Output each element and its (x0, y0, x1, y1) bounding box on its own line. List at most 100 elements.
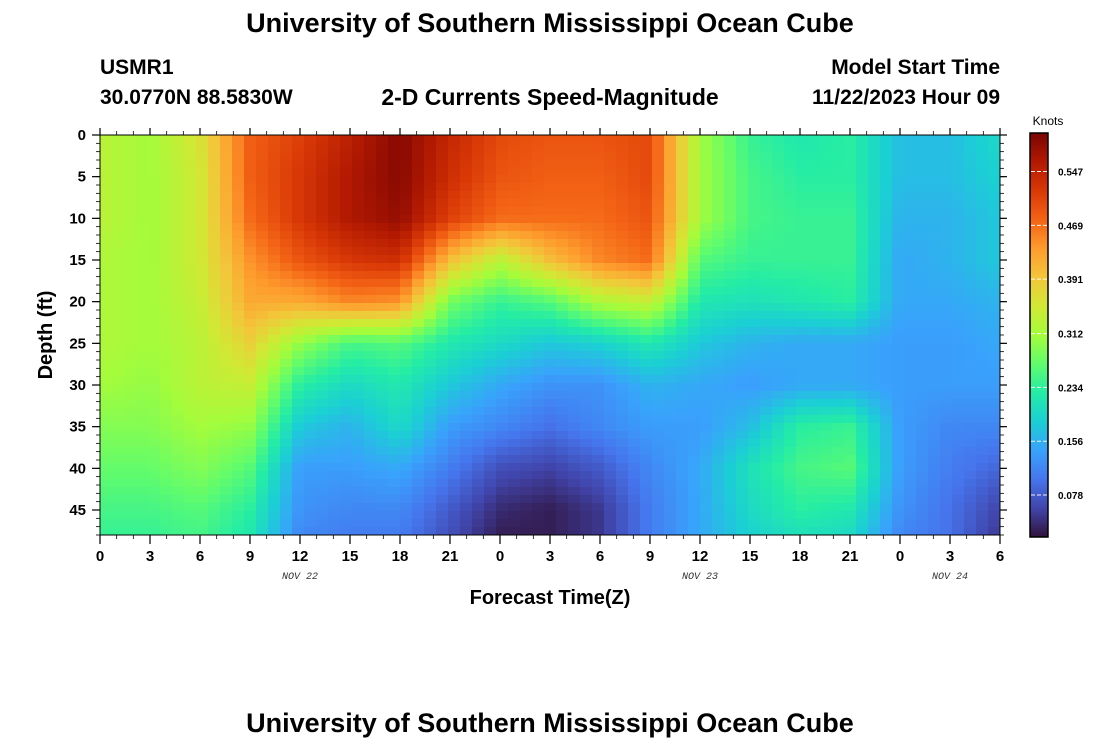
heatmap-cell (268, 471, 281, 480)
heatmap-cell (388, 295, 401, 304)
heatmap-cell (652, 527, 665, 535)
heatmap-cell (640, 231, 653, 240)
heatmap-cell (148, 271, 161, 280)
heatmap-cell (232, 311, 245, 320)
heatmap-cell (988, 223, 1000, 232)
heatmap-cell (256, 343, 269, 352)
heatmap-cell (892, 375, 905, 384)
heatmap-cell (220, 159, 233, 168)
heatmap-cell (700, 407, 713, 416)
heatmap-cell (460, 159, 473, 168)
heatmap-cell (940, 223, 953, 232)
heatmap-cell (952, 271, 965, 280)
heatmap-cell (136, 287, 149, 296)
heatmap-cell (664, 383, 677, 392)
heatmap-cell (472, 303, 485, 312)
heatmap-cell (700, 223, 713, 232)
heatmap-cell (940, 343, 953, 352)
heatmap-cell (592, 503, 605, 512)
heatmap-cell (280, 455, 293, 464)
heatmap-cell (508, 431, 521, 440)
heatmap-cell (112, 159, 125, 168)
heatmap-cell (700, 151, 713, 160)
heatmap-cell (964, 471, 977, 480)
heatmap-cell (232, 199, 245, 208)
heatmap-cell (904, 343, 917, 352)
heatmap-cell (148, 415, 161, 424)
heatmap-cell (532, 519, 545, 528)
heatmap-cell (268, 167, 281, 176)
heatmap-cell (472, 135, 485, 144)
heatmap-cell (172, 135, 185, 144)
heatmap-cell (124, 479, 137, 488)
heatmap-cell (736, 471, 749, 480)
heatmap-cell (364, 511, 377, 520)
heatmap-cell (628, 159, 641, 168)
heatmap-cell (808, 463, 821, 472)
heatmap-cell (844, 431, 857, 440)
heatmap-cell (928, 247, 941, 256)
heatmap-cell (220, 279, 233, 288)
heatmap-cell (184, 407, 197, 416)
heatmap-cell (712, 175, 725, 184)
heatmap-cell (292, 455, 305, 464)
heatmap-cell (388, 263, 401, 272)
heatmap-cell (892, 383, 905, 392)
heatmap-cell (460, 447, 473, 456)
heatmap-cell (628, 487, 641, 496)
heatmap-cell (640, 503, 653, 512)
heatmap-cell (616, 175, 629, 184)
heatmap-cell (976, 407, 989, 416)
heatmap-cell (820, 399, 833, 408)
heatmap-cell (472, 295, 485, 304)
heatmap-cell (616, 223, 629, 232)
heatmap-cell (232, 519, 245, 528)
heatmap-cell (808, 159, 821, 168)
heatmap-cell (568, 487, 581, 496)
heatmap-cell (676, 319, 689, 328)
heatmap-cell (112, 367, 125, 376)
heatmap-cell (208, 311, 221, 320)
heatmap-cell (100, 511, 113, 520)
heatmap-cell (844, 447, 857, 456)
heatmap-cell (628, 247, 641, 256)
heatmap-cell (916, 303, 929, 312)
heatmap-cell (376, 263, 389, 272)
heatmap-cell (556, 271, 569, 280)
heatmap-cell (148, 455, 161, 464)
heatmap-cell (424, 191, 437, 200)
heatmap-cell (496, 503, 509, 512)
heatmap-cell (712, 263, 725, 272)
heatmap-cell (880, 223, 893, 232)
heatmap-cell (844, 375, 857, 384)
heatmap-cell (520, 271, 533, 280)
heatmap-cell (520, 431, 533, 440)
heatmap-cell (124, 159, 137, 168)
heatmap-cell (940, 287, 953, 296)
heatmap-cell (796, 431, 809, 440)
heatmap-cell (640, 327, 653, 336)
heatmap-cell (616, 487, 629, 496)
heatmap-cell (160, 167, 173, 176)
heatmap-cell (424, 255, 437, 264)
heatmap-cell (772, 359, 785, 368)
heatmap-cell (640, 319, 653, 328)
heatmap-cell (604, 175, 617, 184)
heatmap-cell (868, 463, 881, 472)
heatmap-cell (580, 239, 593, 248)
heatmap-cell (964, 431, 977, 440)
heatmap-cell (124, 167, 137, 176)
heatmap-cell (136, 231, 149, 240)
heatmap-cell (676, 215, 689, 224)
heatmap-cell (808, 367, 821, 376)
heatmap-cell (520, 231, 533, 240)
heatmap-cell (568, 207, 581, 216)
heatmap-cell (400, 159, 413, 168)
heatmap-cell (880, 439, 893, 448)
heatmap-cell (808, 143, 821, 152)
heatmap-cell (796, 135, 809, 144)
heatmap-cell (268, 207, 281, 216)
heatmap-cell (760, 407, 773, 416)
heatmap-cell (304, 303, 317, 312)
heatmap-cell (172, 279, 185, 288)
